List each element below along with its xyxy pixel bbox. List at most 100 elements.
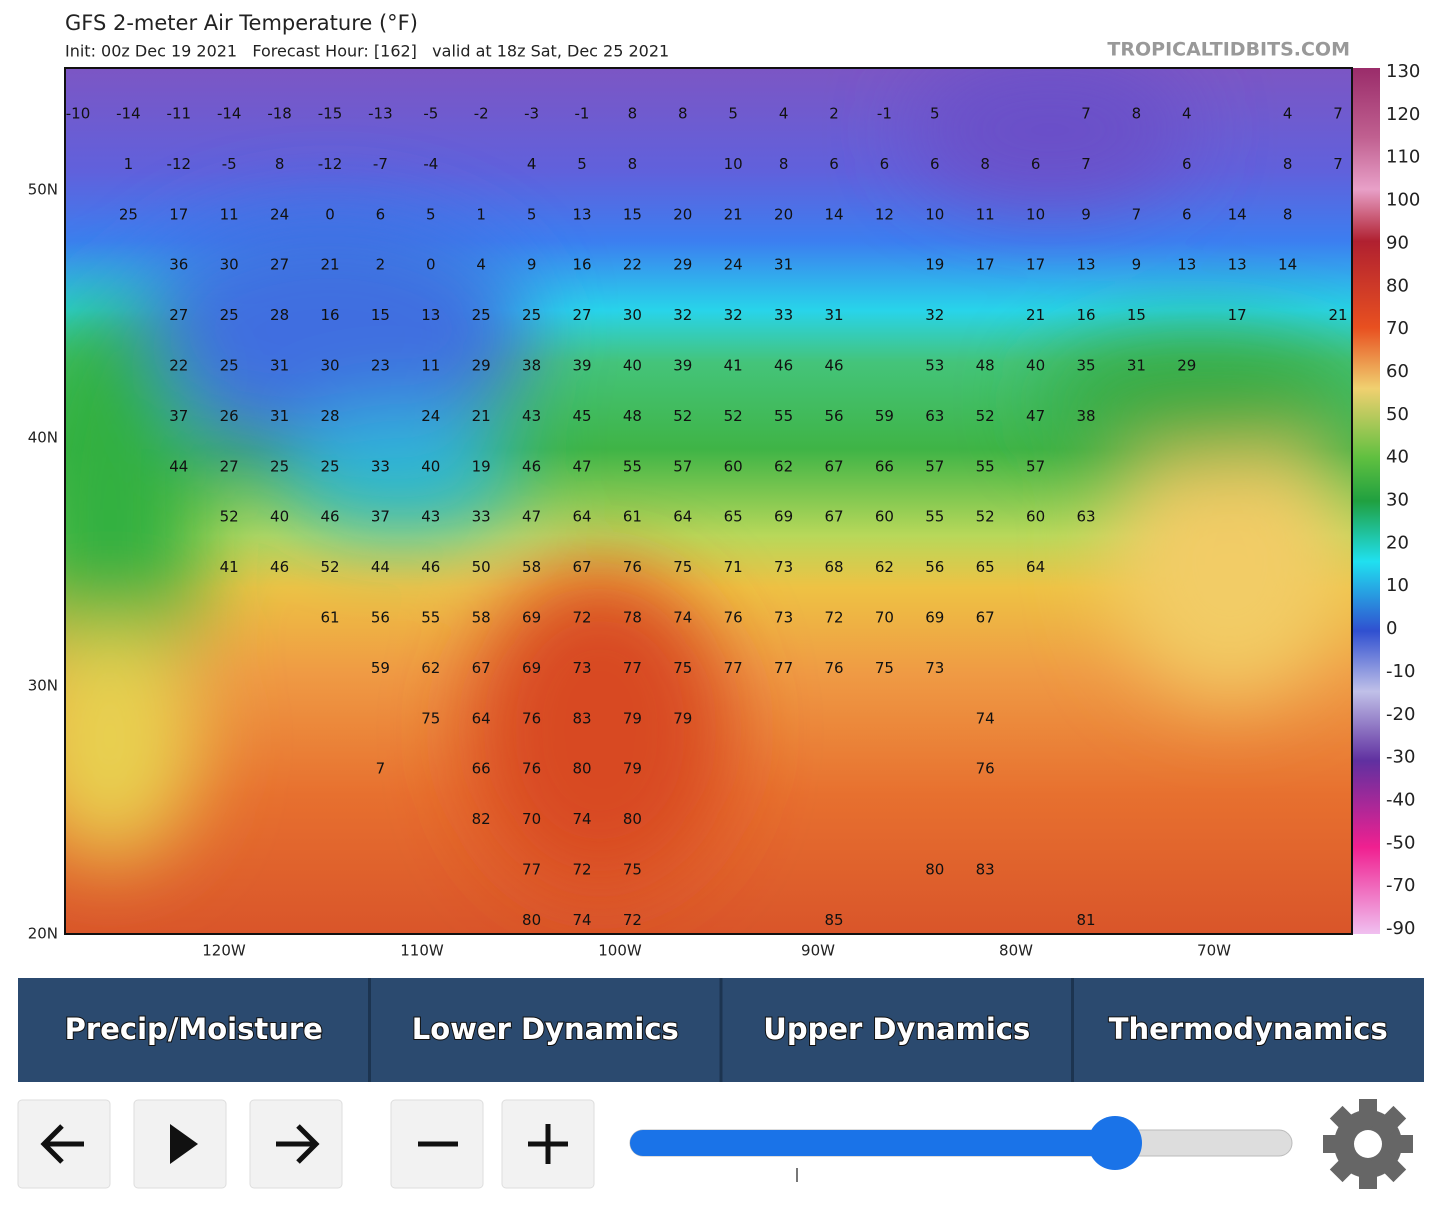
colorbar-tick: 30: [1386, 490, 1409, 511]
map-value: 6: [1031, 155, 1041, 173]
map-value: 80: [925, 861, 944, 879]
lon-label: 110W: [400, 942, 444, 960]
map-value: 69: [522, 609, 541, 627]
map-value: 7: [1132, 205, 1142, 223]
map-value: 65: [724, 508, 743, 526]
map-value: 36: [169, 256, 188, 274]
map-value: 77: [724, 659, 743, 677]
map-value: 6: [376, 205, 386, 223]
map-value: 16: [320, 306, 339, 324]
nav-tab[interactable]: Thermodynamics: [1108, 1011, 1389, 1047]
map-value: 9: [1081, 205, 1091, 223]
map-value: 43: [421, 508, 440, 526]
map-value: 29: [472, 357, 491, 375]
map-value: 9: [527, 256, 537, 274]
map-value: 11: [421, 357, 440, 375]
map-value: 40: [270, 508, 289, 526]
map-value: 14: [1278, 256, 1297, 274]
map-value: 6: [1182, 155, 1192, 173]
subtitle: Init: 00z Dec 19 2021 Forecast Hour: [16…: [65, 42, 669, 61]
map-value: 14: [1228, 205, 1247, 223]
map-value: 45: [572, 407, 591, 425]
map-value: 76: [824, 659, 843, 677]
map-value: -1: [575, 105, 590, 123]
map-value: 72: [623, 911, 642, 929]
map-value: 43: [522, 407, 541, 425]
map-value: 60: [724, 457, 743, 475]
map-value: 46: [320, 508, 339, 526]
map-value: 15: [1127, 306, 1146, 324]
map-value: 83: [572, 709, 591, 727]
map-value: 27: [270, 256, 289, 274]
colorbar-tick: -90: [1386, 918, 1415, 939]
map-value: 25: [220, 357, 239, 375]
map-value: 16: [1076, 306, 1095, 324]
nav-tab[interactable]: Upper Dynamics: [762, 1011, 1031, 1047]
map-value: 62: [774, 457, 793, 475]
map-value: 66: [875, 457, 894, 475]
map-value: 46: [774, 357, 793, 375]
colorbar-tick: 10: [1386, 575, 1409, 596]
map-value: 78: [623, 609, 642, 627]
map-value: 52: [673, 407, 692, 425]
colorbar-tick: 90: [1386, 232, 1409, 253]
map-value: 33: [774, 306, 793, 324]
map-value: 21: [320, 256, 339, 274]
map-value: 40: [421, 457, 440, 475]
map-value: 59: [875, 407, 894, 425]
map-value: 31: [774, 256, 793, 274]
map-value: 4: [779, 105, 789, 123]
map-value: 37: [371, 508, 390, 526]
map-value: 5: [728, 105, 738, 123]
map-value: 76: [522, 760, 541, 778]
map-value: 46: [824, 357, 843, 375]
map-value: 32: [925, 306, 944, 324]
map-value: 32: [724, 306, 743, 324]
nav-tab[interactable]: Lower Dynamics: [411, 1011, 680, 1047]
map-value: 27: [169, 306, 188, 324]
map-value: 0: [325, 205, 335, 223]
map-value: -14: [116, 105, 141, 123]
slider-thumb[interactable]: [1088, 1116, 1142, 1170]
map-value: 23: [371, 357, 390, 375]
map-value: 64: [472, 709, 491, 727]
map-value: 47: [572, 457, 591, 475]
map-value: 76: [522, 709, 541, 727]
map-value: 75: [875, 659, 894, 677]
settings-button[interactable]: [1323, 1099, 1422, 1189]
map-value: 61: [623, 508, 642, 526]
map-value: 10: [1026, 205, 1045, 223]
map-value: -5: [222, 155, 237, 173]
map-value: 19: [925, 256, 944, 274]
map-value: 44: [169, 457, 188, 475]
colorbar-tick: -40: [1386, 789, 1415, 810]
map-value: 77: [623, 659, 642, 677]
slider-fill: [630, 1130, 1115, 1156]
map-value: 15: [371, 306, 390, 324]
map-value: 5: [930, 105, 940, 123]
map-value: 74: [572, 810, 591, 828]
colorbar: [1353, 68, 1380, 934]
map-value: 1: [476, 205, 486, 223]
map-value: -11: [167, 105, 192, 123]
map-value: 13: [572, 205, 591, 223]
map-value: 74: [673, 609, 692, 627]
map-value: 11: [220, 205, 239, 223]
map-value: 55: [925, 508, 944, 526]
map-value: 47: [522, 508, 541, 526]
map-value: -5: [423, 105, 438, 123]
map-value: 7: [1081, 105, 1091, 123]
map-value: 75: [673, 659, 692, 677]
map-value: -15: [318, 105, 343, 123]
lon-label: 70W: [1197, 942, 1231, 960]
map-value: 79: [623, 760, 642, 778]
colorbar-tick: 50: [1386, 404, 1409, 425]
map-value: 33: [371, 457, 390, 475]
nav-tab[interactable]: Precip/Moisture: [64, 1011, 324, 1047]
map-value: 38: [522, 357, 541, 375]
colorbar-tick: 100: [1386, 190, 1420, 211]
map-value: 75: [623, 861, 642, 879]
map-value: 31: [270, 357, 289, 375]
map-value: 7: [376, 760, 386, 778]
